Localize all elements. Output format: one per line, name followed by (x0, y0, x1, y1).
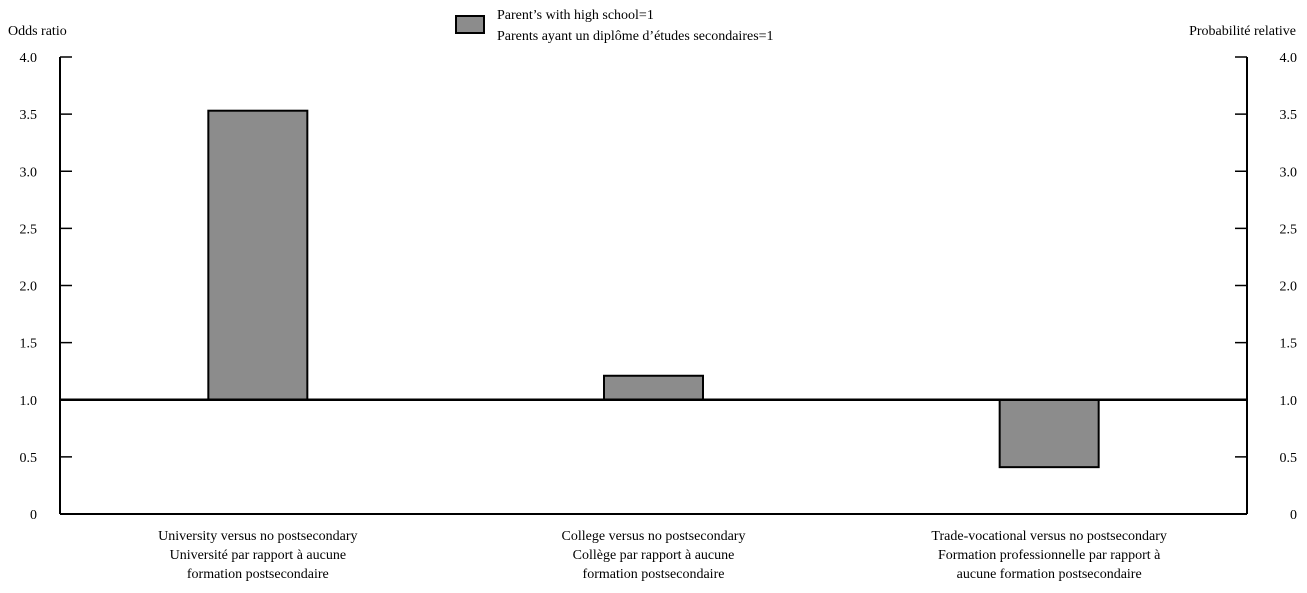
y-tick-label-left-7: 3.5 (20, 108, 38, 123)
x-tick-label-2-line-1: College versus no postsecondary (562, 529, 746, 544)
y-tick-label-left-3: 1.5 (20, 337, 38, 352)
y-tick-label-right-8: 4.0 (1280, 51, 1298, 66)
y-tick-label-left-2: 1.0 (20, 394, 38, 409)
x-tick-label-3-line-2: Formation professionnelle par rapport à (938, 548, 1161, 563)
y-tick-label-left-8: 4.0 (20, 51, 38, 66)
y-tick-label-right-6: 3.0 (1280, 165, 1298, 180)
y-tick-label-right-7: 3.5 (1280, 108, 1298, 123)
y-tick-label-right-1: 0.5 (1280, 451, 1298, 466)
x-tick-label-3-line-3: aucune formation postsecondaire (957, 567, 1142, 582)
x-tick-label-1-line-1: University versus no postsecondary (158, 529, 357, 544)
legend-swatch (455, 15, 485, 34)
y-tick-label-right-3: 1.5 (1280, 337, 1298, 352)
x-tick-label-1-line-2: Université par rapport à aucune (170, 548, 346, 563)
y-axis-label-left: Odds ratio (8, 24, 67, 39)
bar-3 (998, 398, 1100, 469)
y-axis-label-right: Probabilité relative (1189, 24, 1296, 39)
y-tick-label-left-0: 0 (30, 508, 37, 523)
legend-label-fr: Parents ayant un diplôme d’études second… (497, 29, 774, 44)
x-tick-label-3-line-1: Trade-vocational versus no postsecondary (931, 529, 1166, 544)
x-tick-label-2-line-2: Collège par rapport à aucune (573, 548, 735, 563)
y-tick-label-left-6: 3.0 (20, 165, 38, 180)
legend-label-en: Parent’s with high school=1 (497, 8, 654, 23)
x-tick-label-1-line-3: formation postsecondaire (187, 567, 329, 582)
y-tick-label-right-0: 0 (1290, 508, 1297, 523)
y-tick-label-left-5: 2.5 (20, 222, 38, 237)
legend: Parent’s with high school=1 Parents ayan… (455, 8, 774, 44)
y-tick-label-left-4: 2.0 (20, 280, 38, 295)
bar-2 (603, 374, 704, 401)
bar-1 (207, 109, 309, 401)
y-tick-label-right-2: 1.0 (1280, 394, 1298, 409)
x-tick-label-2-line-3: formation postsecondaire (583, 567, 725, 582)
y-tick-label-right-4: 2.0 (1280, 280, 1298, 295)
y-tick-label-left-1: 0.5 (20, 451, 38, 466)
y-tick-label-right-5: 2.5 (1280, 222, 1298, 237)
